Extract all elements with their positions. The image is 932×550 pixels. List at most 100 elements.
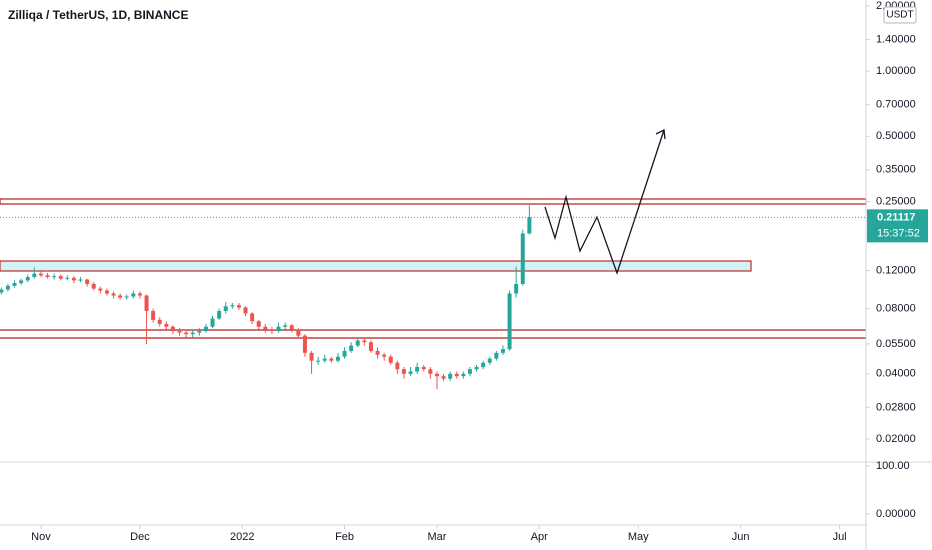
candle-body bbox=[243, 307, 248, 314]
currency[interactable]: USDT bbox=[886, 10, 913, 21]
candle-body bbox=[85, 279, 90, 284]
last-price-box bbox=[867, 209, 928, 243]
candle-body bbox=[500, 349, 505, 353]
candle-body bbox=[388, 356, 393, 363]
y-tick-label: 0.70000 bbox=[876, 99, 916, 111]
plot bbox=[0, 205, 866, 390]
candle-body bbox=[428, 369, 433, 374]
candle-body bbox=[269, 329, 274, 332]
drawings bbox=[0, 129, 867, 339]
candle-body bbox=[375, 350, 380, 355]
x-tick-label: Apr bbox=[531, 531, 548, 543]
x-tick-label: Jun bbox=[732, 531, 750, 543]
candle-body bbox=[382, 354, 387, 357]
candle-body bbox=[527, 217, 532, 234]
arrow-head bbox=[655, 129, 666, 140]
candle-body bbox=[474, 367, 479, 370]
y-tick-label: 1.00000 bbox=[876, 65, 916, 77]
countdown: 15:37:52 bbox=[877, 227, 920, 239]
candle-body bbox=[283, 325, 288, 327]
y-tick-label: 1.40000 bbox=[876, 33, 916, 45]
currency-box[interactable] bbox=[883, 6, 917, 24]
y-tick-label: 0.02800 bbox=[876, 401, 916, 413]
y-tick-label: 0.08000 bbox=[876, 303, 916, 315]
candle-body bbox=[335, 356, 340, 361]
candle-body bbox=[448, 373, 453, 379]
y-tick-label: 0.02000 bbox=[876, 433, 916, 445]
candle-body bbox=[131, 293, 136, 297]
candle-body bbox=[514, 283, 519, 294]
x-tick-label: Dec bbox=[130, 531, 150, 543]
candle-body bbox=[25, 276, 30, 281]
candle-body bbox=[0, 289, 4, 293]
candle-body bbox=[184, 332, 189, 335]
candle-body bbox=[250, 313, 255, 322]
candle-body bbox=[210, 318, 215, 327]
candle-body bbox=[408, 371, 413, 374]
candle-body bbox=[415, 367, 420, 372]
candle-body bbox=[65, 277, 70, 279]
candle-body bbox=[12, 283, 17, 286]
candle-body bbox=[71, 277, 76, 281]
candle-body bbox=[197, 331, 202, 333]
support-zone bbox=[0, 260, 752, 272]
lower-y-tick-label: 100.00 bbox=[876, 460, 910, 472]
candle-body bbox=[362, 340, 367, 343]
candle-body bbox=[309, 352, 314, 361]
candle-body bbox=[38, 273, 43, 276]
candle-body bbox=[223, 306, 228, 312]
candle-body bbox=[302, 335, 307, 353]
y-tick-label: 2.00000 bbox=[876, 0, 916, 12]
candle-body bbox=[236, 305, 241, 308]
candle-body bbox=[190, 332, 195, 335]
candle-body bbox=[157, 319, 162, 324]
candle-body bbox=[256, 321, 261, 327]
candle-body bbox=[170, 326, 175, 332]
candle-body bbox=[164, 323, 169, 327]
candle-body bbox=[355, 340, 360, 346]
candle-body bbox=[230, 305, 235, 307]
candle-body bbox=[434, 373, 439, 377]
x-tick-label: 2022 bbox=[230, 531, 254, 543]
candle-body bbox=[316, 360, 321, 362]
y-tick-label: 0.05500 bbox=[876, 338, 916, 350]
candle-body bbox=[91, 283, 96, 289]
candle-body bbox=[151, 311, 156, 320]
last-price-label: 0.21117 bbox=[877, 211, 916, 223]
y-tick-label: 0.35000 bbox=[876, 164, 916, 176]
lower-y-tick-label: 0.00000 bbox=[876, 508, 916, 520]
x-tick-label: Feb bbox=[335, 531, 354, 543]
candle-body bbox=[52, 276, 57, 278]
candle-body bbox=[401, 369, 406, 374]
candle-body bbox=[263, 326, 268, 330]
candle-body bbox=[322, 358, 327, 361]
axes: 2.00000 1.40000 1.00000 0.70000 0.50000 0.350… bbox=[31, 0, 928, 543]
candle-body bbox=[454, 373, 459, 377]
x-tick-label: Jul bbox=[833, 531, 847, 543]
candle-body bbox=[124, 296, 129, 298]
candle-body bbox=[507, 293, 512, 350]
candle-body bbox=[487, 358, 492, 363]
candle-body bbox=[421, 367, 426, 370]
projection-path bbox=[544, 129, 665, 276]
candle-body bbox=[137, 293, 142, 296]
candle-body bbox=[481, 362, 486, 368]
y-tick-label: 0.04000 bbox=[876, 368, 916, 380]
chart-title: Zilliqa / TetherUS, 1D, BINANCE bbox=[8, 8, 188, 22]
candle-body bbox=[58, 276, 63, 279]
candle-body bbox=[494, 352, 499, 359]
candle-body bbox=[467, 369, 472, 374]
y-tick-label: 0.25000 bbox=[876, 195, 916, 207]
x-tick-label: Mar bbox=[427, 531, 446, 543]
candle-body bbox=[104, 290, 109, 294]
candle-body bbox=[98, 288, 103, 291]
candle-body bbox=[329, 358, 334, 361]
candle-body bbox=[441, 376, 446, 379]
y-tick-label: 0.50000 bbox=[876, 130, 916, 142]
x-tick-label: Nov bbox=[31, 531, 51, 543]
candle-body bbox=[342, 350, 347, 357]
candle-body bbox=[144, 295, 149, 312]
candle-body bbox=[118, 295, 123, 298]
